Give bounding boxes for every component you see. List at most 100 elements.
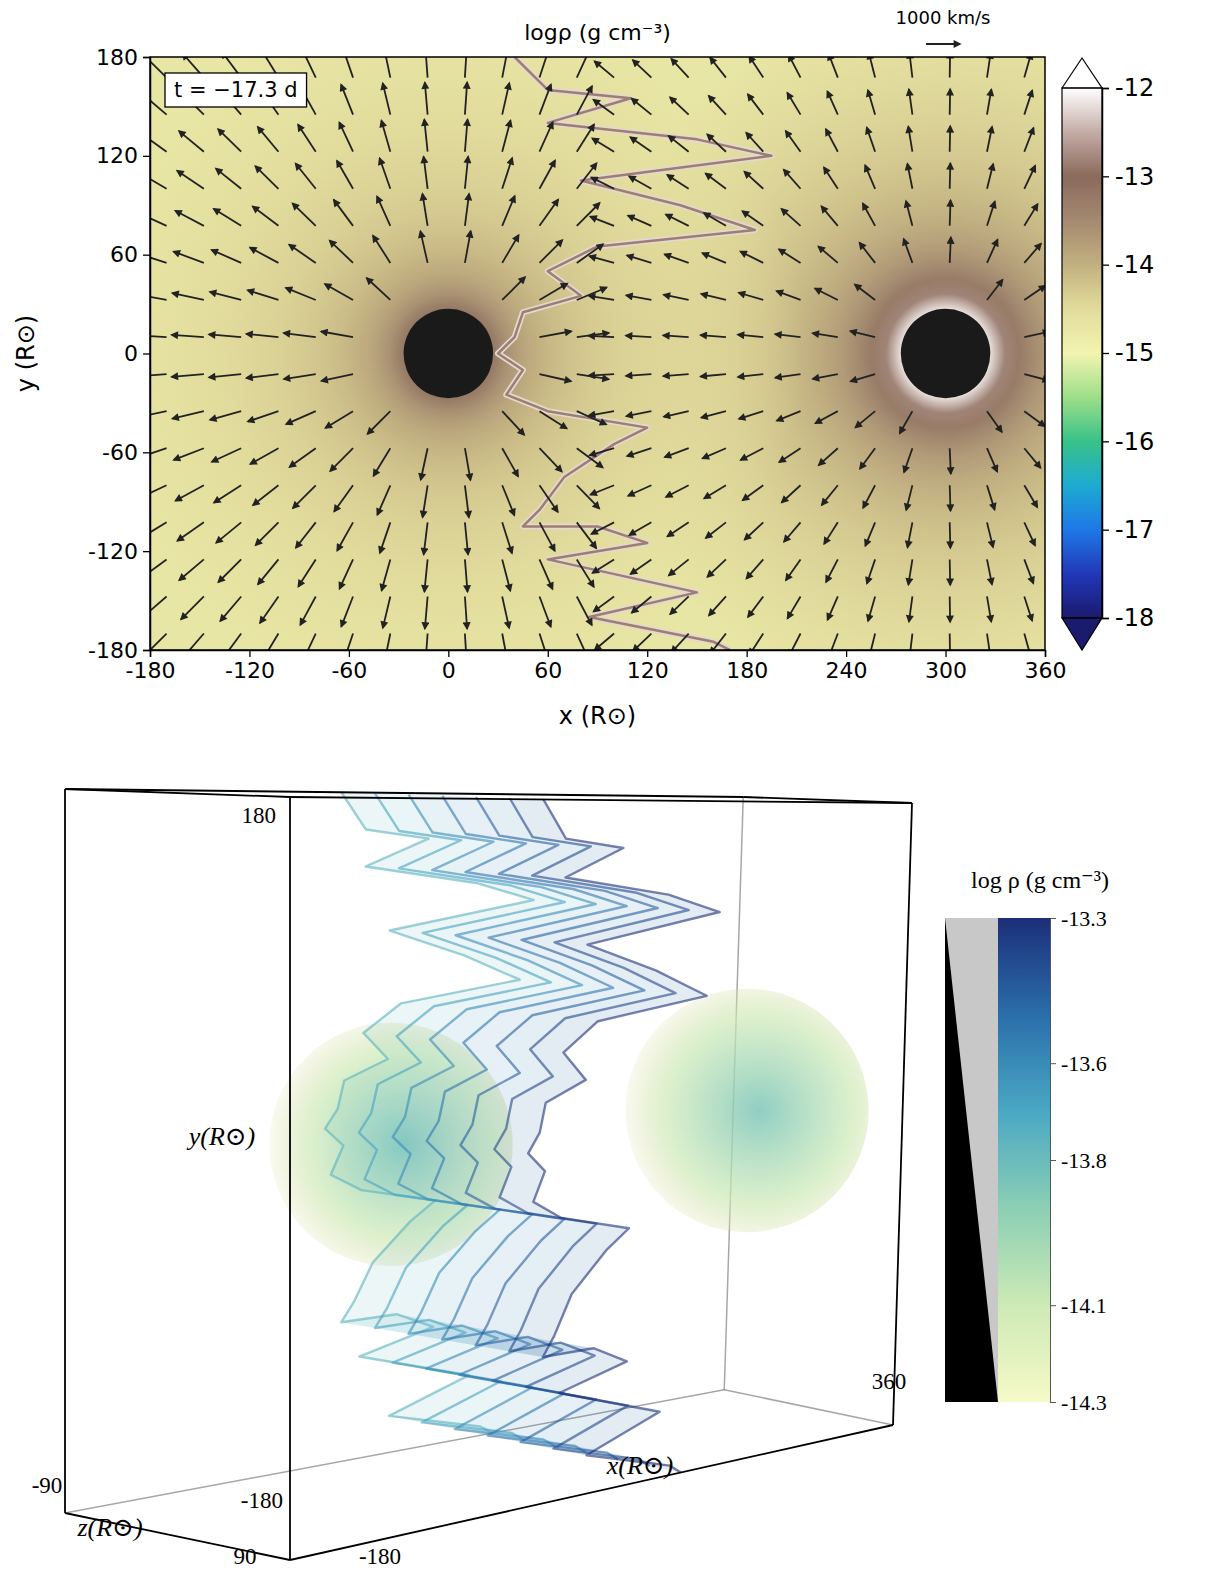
velocity-arrow (248, 290, 279, 300)
y-axis-tick-label: -180 (88, 638, 138, 663)
velocity-arrow (782, 485, 801, 502)
velocity-arrow (784, 522, 801, 541)
stellar-envelope (625, 989, 868, 1232)
velocity-arrow (150, 253, 167, 263)
box-edge (65, 789, 743, 797)
x-axis-title: x (R⊙) (559, 702, 636, 730)
plot-frame (150, 57, 1045, 650)
velocity-arrow (748, 94, 763, 114)
velocity-arrow (949, 126, 951, 151)
y-axis-tick-mark (143, 551, 150, 552)
velocity-arrow (539, 448, 561, 471)
reference-arrow-key: 1000 km/s (896, 7, 991, 44)
velocity-arrow (775, 334, 800, 337)
velocity-arrow (174, 448, 204, 460)
velocity-arrow (321, 331, 353, 337)
colorbar-axis-tick-mark (1102, 88, 1109, 89)
velocity-arrow (869, 57, 875, 78)
colorbar-axis-tick-mark (1102, 176, 1109, 177)
y-axis-title: y (R⊙) (12, 315, 40, 392)
velocity-arrow (786, 131, 801, 152)
velocity-arrow (220, 596, 241, 621)
velocity-arrow (666, 214, 689, 225)
velocity-arrow (1024, 244, 1041, 263)
shock-sheet-ridge (325, 792, 534, 1433)
velocity-arrow (710, 58, 726, 78)
velocity-arrow (589, 256, 614, 263)
y-axis-tick: 120 (96, 143, 150, 168)
velocity-arrow (815, 289, 838, 300)
velocity-arrow (706, 522, 726, 538)
shock-sheet-ridge (528, 799, 720, 1472)
velocity-arrow (860, 243, 876, 263)
velocity-arrow (382, 559, 391, 590)
velocity-arrow (777, 291, 801, 300)
shock-sheet-panel (526, 1356, 627, 1393)
velocity-arrow (150, 57, 167, 78)
velocity-arrow (150, 596, 167, 617)
velocity-arrow (577, 163, 597, 189)
velocity-arrow (425, 57, 427, 78)
velocity-arrow (380, 522, 390, 553)
velocity-arrow (824, 167, 838, 188)
velocity-arrow (670, 97, 689, 114)
velocity-arrow (284, 333, 316, 337)
velocity-arrow (150, 522, 167, 539)
velocity-arrow (666, 485, 689, 497)
y-axis-tick-label: -60 (102, 440, 138, 465)
velocity-arrow (289, 245, 316, 263)
velocity-arrow (425, 82, 428, 114)
velocity-arrow (465, 559, 468, 591)
box-edge-hidden (724, 1390, 893, 1425)
y-axis-tick-label: 180 (96, 45, 138, 70)
velocity-arrow (828, 596, 838, 619)
y-axis-tick: -120 (88, 539, 150, 564)
colorbar-frame (1062, 88, 1102, 618)
velocity-arrow (502, 559, 510, 590)
velocity-arrow (539, 57, 549, 78)
velocity-arrow (502, 196, 514, 226)
colorbar-3d-tick: -14.1 (1050, 1293, 1107, 1318)
x-axis-tick: -60 (331, 650, 367, 683)
velocity-arrow (987, 448, 997, 471)
velocity-arrow (667, 522, 688, 536)
velocity-arrow (703, 448, 726, 458)
velocity-arrow (337, 161, 353, 189)
colorbar-axis-tick: -12 (1102, 74, 1154, 102)
velocity-arrow (339, 122, 353, 151)
velocity-arrow (216, 169, 241, 189)
velocity-arrow (987, 127, 992, 152)
velocity-arrow (539, 160, 555, 188)
x-axis-tick-label: 60 (534, 658, 562, 683)
velocity-arrow (258, 559, 278, 584)
velocity-arrow (425, 596, 428, 628)
velocity-arrow (1024, 57, 1031, 78)
velocity-arrow (829, 634, 838, 650)
velocity-arrow (465, 448, 471, 480)
colorbar-axis-line (1103, 89, 1110, 619)
velocity-arrow (298, 559, 315, 586)
velocity-arrow (701, 335, 726, 337)
shock-sheet-panel (539, 1246, 607, 1294)
velocity-arrow (590, 217, 614, 226)
x-axis-tick-mark (647, 650, 648, 657)
velocity-arrow (502, 411, 524, 435)
y-axis-tick: 180 (96, 45, 150, 70)
velocity-arrow (631, 559, 652, 574)
velocity-arrow (906, 201, 912, 226)
colorbar-fill (1062, 88, 1102, 618)
box-edge (64, 789, 66, 1513)
velocity-arrow (423, 485, 428, 517)
velocity-arrow (671, 59, 688, 78)
velocity-arrow (377, 485, 390, 515)
velocity-arrow (863, 203, 875, 225)
velocity-arrow (422, 194, 427, 226)
velocity-arrow (788, 596, 801, 618)
velocity-arrow (987, 559, 992, 584)
y-axis-tick-mark (143, 650, 150, 651)
velocity-arrow (210, 411, 241, 420)
velocity-arrow (150, 634, 167, 650)
velocity-arrow (744, 172, 763, 189)
y-axis-tick-mark (143, 156, 150, 157)
velocity-arrow (222, 634, 241, 650)
